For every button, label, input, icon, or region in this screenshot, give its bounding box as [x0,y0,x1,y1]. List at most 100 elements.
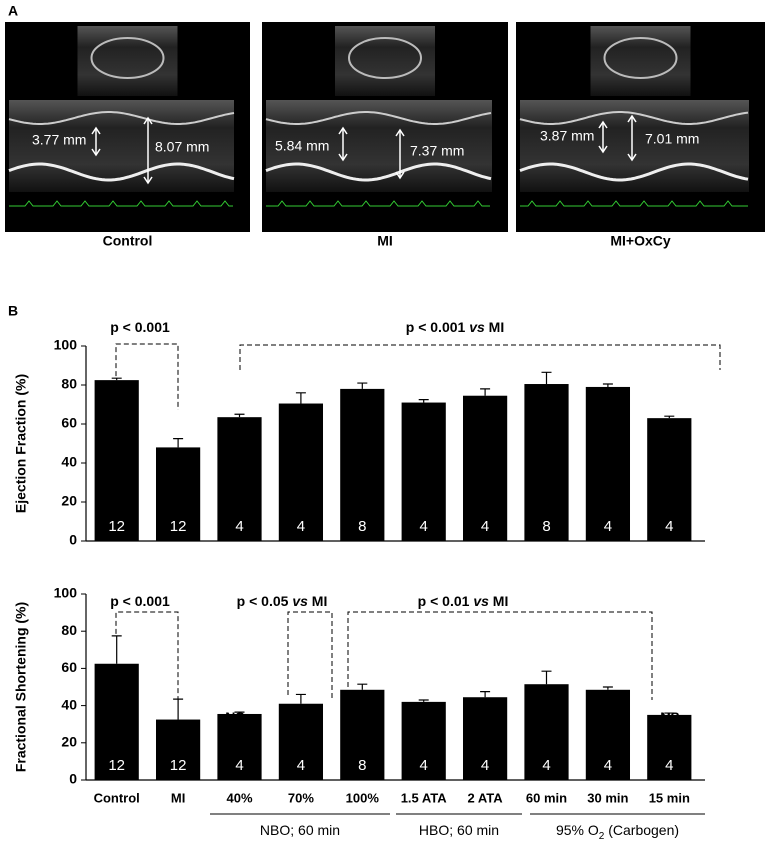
measurement: 8.07 mm [155,139,209,155]
x-tick-label: MI [171,790,185,805]
bar [462,697,508,780]
significance-bracket [239,344,721,370]
text-part: 95% O [556,822,599,838]
annotation: p < 0.001 [110,319,170,335]
image-label: MI+OxCy [610,233,671,249]
bar [94,380,139,541]
m-mode-image [9,100,234,192]
y-tick-label: 80 [61,376,77,392]
y-tick-label: 60 [61,415,77,431]
image-label: MI [377,233,393,249]
heart-outline [348,37,422,79]
ecg-trace [266,200,490,207]
error-bar [602,686,613,690]
bar [647,418,692,541]
wall-trace [8,111,235,125]
text-part: p < 0.001 [406,319,469,335]
error-bar [541,371,552,385]
x-tick-label: 30 min [587,790,628,805]
ecg-trace [520,200,748,207]
text-part: 2 [599,831,605,842]
wall-trace [519,111,749,125]
text-part: p < 0.05 [237,593,293,609]
bar [155,719,201,780]
n-label: 4 [665,518,673,535]
n-label: 4 [235,757,243,774]
text-part: vs [469,319,485,335]
error-bar [602,383,613,387]
y-tick-label: 0 [69,532,77,548]
y-tick-label: 0 [69,771,77,787]
x-tick-label: 70% [288,790,314,805]
significance-bracket [287,611,333,700]
y-tick-label: 40 [61,696,77,712]
n-label: 4 [481,757,489,774]
measurement: 5.84 mm [275,138,329,154]
n-label: 4 [604,518,612,535]
bar [524,684,569,780]
text-part: (Carbogen) [604,822,679,838]
y-axis-title: Fractional Shortening (%) [13,602,29,772]
significance-bracket [115,611,179,700]
bar [647,714,692,780]
error-bar [664,712,675,715]
error-bar [418,399,429,403]
y-tick-label: 100 [54,585,78,601]
y-tick-label: 40 [61,454,77,470]
group-label: HBO; 60 min [419,822,499,838]
text-part: HBO; 60 min [419,822,499,838]
n-label: 12 [170,757,187,774]
error-bar [295,392,306,404]
n-label: 8 [542,518,550,535]
arrow-head [627,114,637,162]
annotation: p < 0.05 vs MI [237,593,328,609]
x-tick-label: 40% [226,790,252,805]
measurement: 7.01 mm [645,131,699,147]
y-tick-label: 20 [61,734,77,750]
text-part: p < 0.001 [110,593,170,609]
annotation: p < 0.001 [110,593,170,609]
measurement: 7.37 mm [410,143,464,159]
bar [155,447,201,541]
panel-letter: A [8,3,18,19]
text-part: NS [660,709,679,725]
m-mode-image [520,100,749,192]
x-tick-label: 2 ATA [468,790,504,805]
wall-trace [265,111,492,125]
error-bar [541,670,552,685]
bar [524,384,569,541]
x-tick-label: 100% [346,790,380,805]
text-part: NS [225,709,244,725]
text-part: p < 0.001 [110,319,170,335]
image-label: Control [103,233,153,249]
n-label: 4 [297,757,305,774]
bar [585,386,631,541]
n-label: 4 [297,518,305,535]
arrow-head [91,126,101,157]
ecg-trace [9,200,233,207]
wall-trace [519,162,749,182]
n-label: 8 [358,518,366,535]
x-tick-label: Control [94,790,140,805]
error-bar [234,711,245,714]
wall-trace [8,162,235,182]
text-part: NBO; 60 min [260,822,340,838]
bar [401,701,446,780]
n-label: 4 [420,757,428,774]
bar [278,703,324,780]
n-label: 4 [542,757,550,774]
arrow-head [338,126,348,162]
bar [585,689,631,780]
bar [94,663,139,780]
y-tick-label: 20 [61,493,77,509]
annotation: p < 0.01 vs MI [418,593,509,609]
measurement: 3.77 mm [32,132,86,148]
n-label: 12 [170,518,187,535]
group-label: NBO; 60 min [260,822,340,838]
y-axis-title: Ejection Fraction (%) [13,374,29,513]
n-label: 4 [235,518,243,535]
n-label: 8 [358,757,366,774]
error-bar [418,699,429,702]
bar [401,402,446,541]
bar [217,417,262,541]
